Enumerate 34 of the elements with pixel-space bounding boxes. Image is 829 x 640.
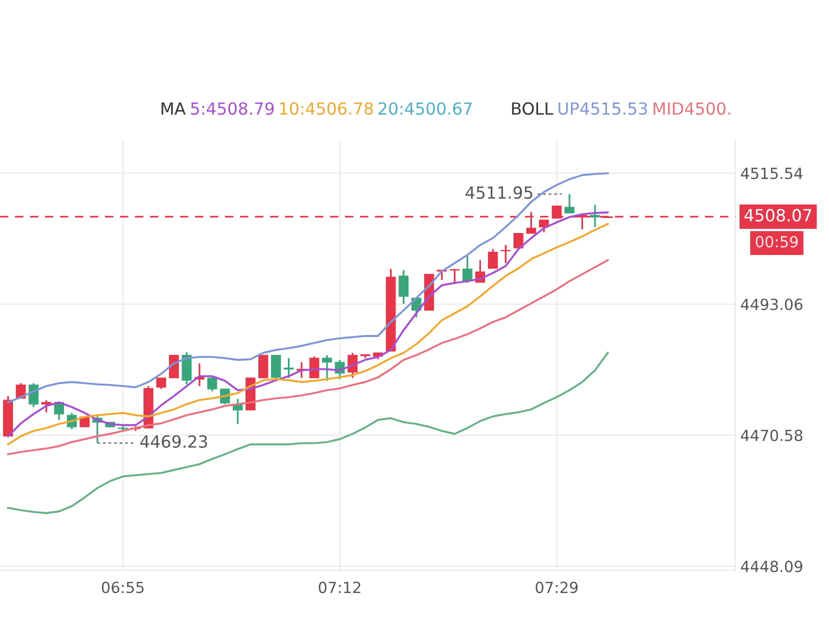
candlestick (207, 376, 218, 392)
text: MID4500. (654, 102, 730, 115)
candlestick (538, 219, 549, 234)
candlestick (284, 357, 294, 379)
annotation: 4511.95 (466, 186, 532, 199)
candlestick (462, 255, 472, 284)
y-tick-label: 4515.54 (740, 168, 803, 180)
text: MA (162, 102, 186, 115)
ref-line-label: 4508.07 (744, 208, 812, 222)
candlestick (156, 377, 166, 390)
text: UP4515.53 (558, 102, 647, 115)
x-tick-label: 07:12 (318, 582, 360, 594)
text: 5:4508.79 (191, 102, 274, 115)
y-tick-label: 4493.06 (740, 298, 802, 310)
candlestick (398, 269, 409, 305)
candlestick (258, 354, 268, 379)
candlestick (41, 399, 52, 414)
x-tick-label: 06:55 (102, 582, 144, 594)
text: BOLL (512, 102, 554, 115)
candlestick (513, 233, 524, 248)
annotation: 4469.23 (140, 435, 208, 448)
line-series (7, 259, 609, 456)
x-tick-label: 07:29 (536, 582, 578, 594)
text: 00:59 (756, 236, 798, 248)
y-tick-label: 4470.58 (740, 430, 802, 442)
y-tick-label: 4448.09 (740, 560, 802, 572)
candlestick (488, 248, 498, 270)
candlestick (590, 204, 600, 228)
candlestick (322, 354, 332, 382)
candlestick (168, 354, 179, 379)
text: 10:4506.78 (280, 102, 373, 115)
candlestick (564, 193, 574, 214)
line-series (7, 352, 609, 514)
legend-label: 20:4500.67 (378, 102, 472, 115)
